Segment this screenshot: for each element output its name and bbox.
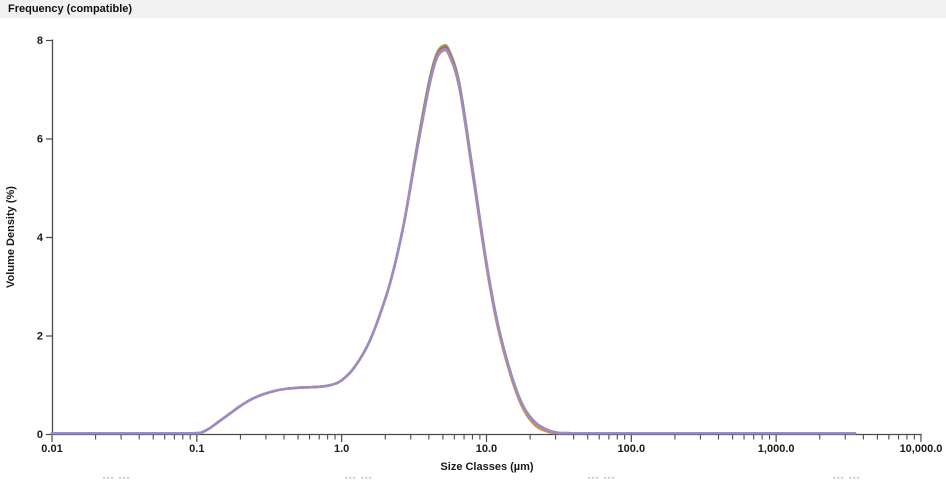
- cropped-text-fragment: [369, 477, 372, 479]
- cropped-text-fragment: [612, 477, 615, 479]
- cropped-text-fragment: [361, 477, 364, 479]
- y-tick-label: 2: [37, 331, 43, 343]
- cropped-text-fragment: [353, 477, 356, 479]
- series-line-record-orange: [50, 48, 857, 435]
- cropped-text-fragment: [841, 477, 844, 479]
- series-line-record-green: [50, 43, 857, 435]
- y-axis-title: Volume Density (%): [5, 186, 17, 288]
- chart-title-bar: Frequency (compatible): [0, 0, 946, 18]
- cropped-text-fragment: [849, 477, 852, 479]
- cropped-text-fragment: [349, 477, 352, 479]
- y-tick-label: 8: [37, 35, 43, 47]
- cropped-text-fragment: [588, 477, 591, 479]
- cropped-text-fragment: [127, 477, 130, 479]
- y-tick-label: 6: [37, 134, 43, 146]
- cropped-text-fragment: [107, 477, 110, 479]
- cropped-text-fragment: [111, 477, 114, 479]
- cropped-text-fragment: [608, 477, 611, 479]
- x-tick-label: 0.01: [41, 443, 62, 455]
- series-line-record-purple: [50, 47, 857, 435]
- chart-title: Frequency (compatible): [8, 3, 133, 15]
- x-tick-label: 0.1: [189, 443, 204, 455]
- cropped-text-fragment: [365, 477, 368, 479]
- cropped-text-fragment: [345, 477, 348, 479]
- x-tick-label: 1.0: [334, 443, 349, 455]
- cropped-text-fragment: [604, 477, 607, 479]
- cropped-text-fragment: [857, 477, 860, 479]
- x-tick-label: 10.0: [476, 443, 497, 455]
- cropped-text-fragment: [103, 477, 106, 479]
- y-tick-label: 4: [37, 232, 44, 244]
- y-tick-label: 0: [37, 429, 43, 441]
- x-tick-label: 10,000.0: [900, 443, 943, 455]
- series-line-record-red: [50, 45, 857, 435]
- cropped-text-fragment: [123, 477, 126, 479]
- cropped-text-fragment: [853, 477, 856, 479]
- cropped-text-fragment: [592, 477, 595, 479]
- x-tick-label: 1,000.0: [758, 443, 795, 455]
- cropped-text-fragment: [837, 477, 840, 479]
- cropped-text-fragment: [119, 477, 122, 479]
- cropped-text-fragment: [833, 477, 836, 479]
- x-tick-label: 100.0: [618, 443, 646, 455]
- cropped-text-fragment: [596, 477, 599, 479]
- x-axis-title: Size Classes (µm): [440, 461, 533, 473]
